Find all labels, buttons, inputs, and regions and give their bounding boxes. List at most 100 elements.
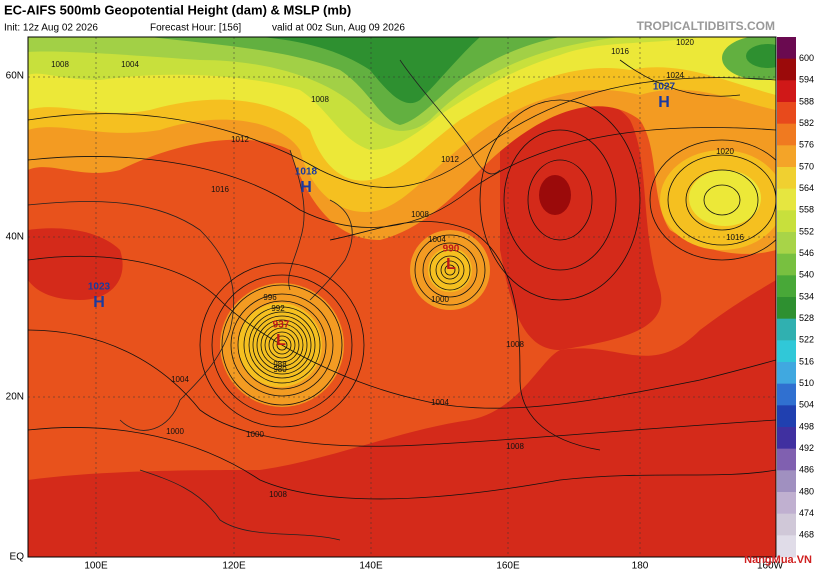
isobar: [230, 293, 334, 397]
isobar: [248, 311, 316, 379]
colorbar-label: 474: [799, 508, 814, 518]
isobar-label: 980: [273, 365, 287, 374]
isobar-label: 988: [273, 360, 287, 369]
isobar-label: 1004: [171, 375, 189, 384]
isobar: [479, 99, 641, 301]
isobar: [243, 306, 321, 384]
isobar-label: 1004: [428, 235, 446, 244]
isobar-label: 1000: [166, 427, 184, 436]
isobar-label: 1020: [676, 38, 694, 47]
colorbar-label: 468: [799, 530, 814, 540]
colorbar-swatch: [777, 275, 796, 298]
field-540: [746, 44, 776, 68]
isobar: [28, 427, 776, 500]
colorbar-swatch: [777, 470, 796, 493]
isobar: [667, 154, 776, 246]
isobar-label: 1012: [231, 135, 249, 144]
lon-label: 140E: [359, 561, 383, 572]
field-570: [238, 303, 322, 387]
colorbar-swatch: [777, 513, 796, 536]
isobar: [329, 221, 601, 451]
colorbar-swatch: [777, 318, 796, 341]
colorbar-label: 510: [799, 378, 814, 388]
colorbar-swatch: [777, 37, 796, 60]
isobar: [527, 159, 593, 241]
colorbar-label: 522: [799, 335, 814, 345]
isobar-label: 1016: [611, 47, 629, 56]
isobar: [28, 256, 776, 409]
isobar: [444, 264, 456, 276]
colorbar-label: 528: [799, 313, 814, 323]
isobar: [256, 319, 308, 371]
center-letter: H: [300, 179, 312, 196]
colorbar-label: 516: [799, 356, 814, 366]
isobar-label: 1012: [441, 155, 459, 164]
isobar-label: 1008: [506, 340, 524, 349]
isobar: [264, 327, 300, 363]
grid: [28, 37, 776, 557]
isobar: [422, 242, 478, 298]
colorbar-label: 576: [799, 140, 814, 150]
colorbar-label: 594: [799, 75, 814, 85]
isobar: [260, 323, 304, 367]
isobar: [28, 77, 776, 188]
isobar: [237, 300, 327, 390]
isobar-label: 1000: [246, 430, 264, 439]
colorbar-label: 564: [799, 183, 814, 193]
watermark: NangMua.VN: [744, 554, 812, 566]
lon-label: 180: [632, 561, 649, 572]
isobar-label: 1008: [506, 442, 524, 451]
isobar: [685, 169, 759, 231]
isobars: [28, 59, 776, 500]
lat-label: 40N: [6, 232, 24, 243]
isobar: [619, 59, 741, 97]
isobar-label: 1004: [121, 60, 139, 69]
colorbar-label: 546: [799, 248, 814, 258]
colorbar-label: 570: [799, 161, 814, 171]
lat-label: 20N: [6, 392, 24, 403]
center-letter: L: [276, 332, 286, 349]
colorbar-swatch: [777, 167, 796, 190]
source: TROPICALTIDBITS.COM: [637, 19, 775, 33]
isobar-label: 996: [263, 293, 277, 302]
colorbar-swatch: [777, 383, 796, 406]
isobar: [649, 139, 776, 261]
isobar: [503, 129, 617, 271]
colorbar-swatch: [777, 492, 796, 515]
isobar-label: 1004: [431, 398, 449, 407]
isobar: [435, 255, 465, 285]
isobar-label: 1000: [431, 295, 449, 304]
lat-label: 60N: [6, 71, 24, 82]
colorbar-swatch: [777, 405, 796, 428]
colorbar-swatch: [777, 448, 796, 471]
field-588: [28, 228, 123, 300]
colorbar-label: 492: [799, 443, 814, 453]
isobar: [221, 284, 343, 406]
isobar: [268, 331, 296, 359]
title: EC-AIFS 500mb Geopotential Height (dam) …: [4, 2, 351, 17]
forecast-hour: Forecast Hour: [156]: [150, 23, 241, 34]
center-value: 1027: [653, 82, 676, 93]
isobar: [440, 260, 460, 280]
colorbar-label: 534: [799, 291, 814, 301]
isobar-labels: 1008 1004 1008 1012 1016 1016 1020 1024 1020 1016…: [51, 38, 744, 499]
isobar: [252, 315, 312, 375]
lon-labels: 100E 120E 140E 160E 180 160W: [84, 561, 783, 572]
init: Init: 12z Aug 02 2026: [4, 23, 98, 34]
field-564: [689, 170, 761, 226]
center-value: 937: [273, 320, 290, 331]
colorbar-label: 486: [799, 465, 814, 475]
isobar-label: 1016: [211, 185, 229, 194]
isobar-label: 1008: [269, 490, 287, 499]
isobar-label: 992: [271, 304, 285, 313]
isobar: [276, 339, 288, 351]
isobar: [211, 274, 353, 416]
map-frame: [27, 36, 777, 558]
isobar-label: 1008: [311, 95, 329, 104]
field-570: [428, 248, 472, 292]
colorbar-swatch: [777, 145, 796, 168]
center-letter: H: [93, 294, 105, 311]
field-588: [500, 98, 662, 350]
colorbar-swatch: [777, 232, 796, 255]
isobar-label: 1008: [411, 210, 429, 219]
